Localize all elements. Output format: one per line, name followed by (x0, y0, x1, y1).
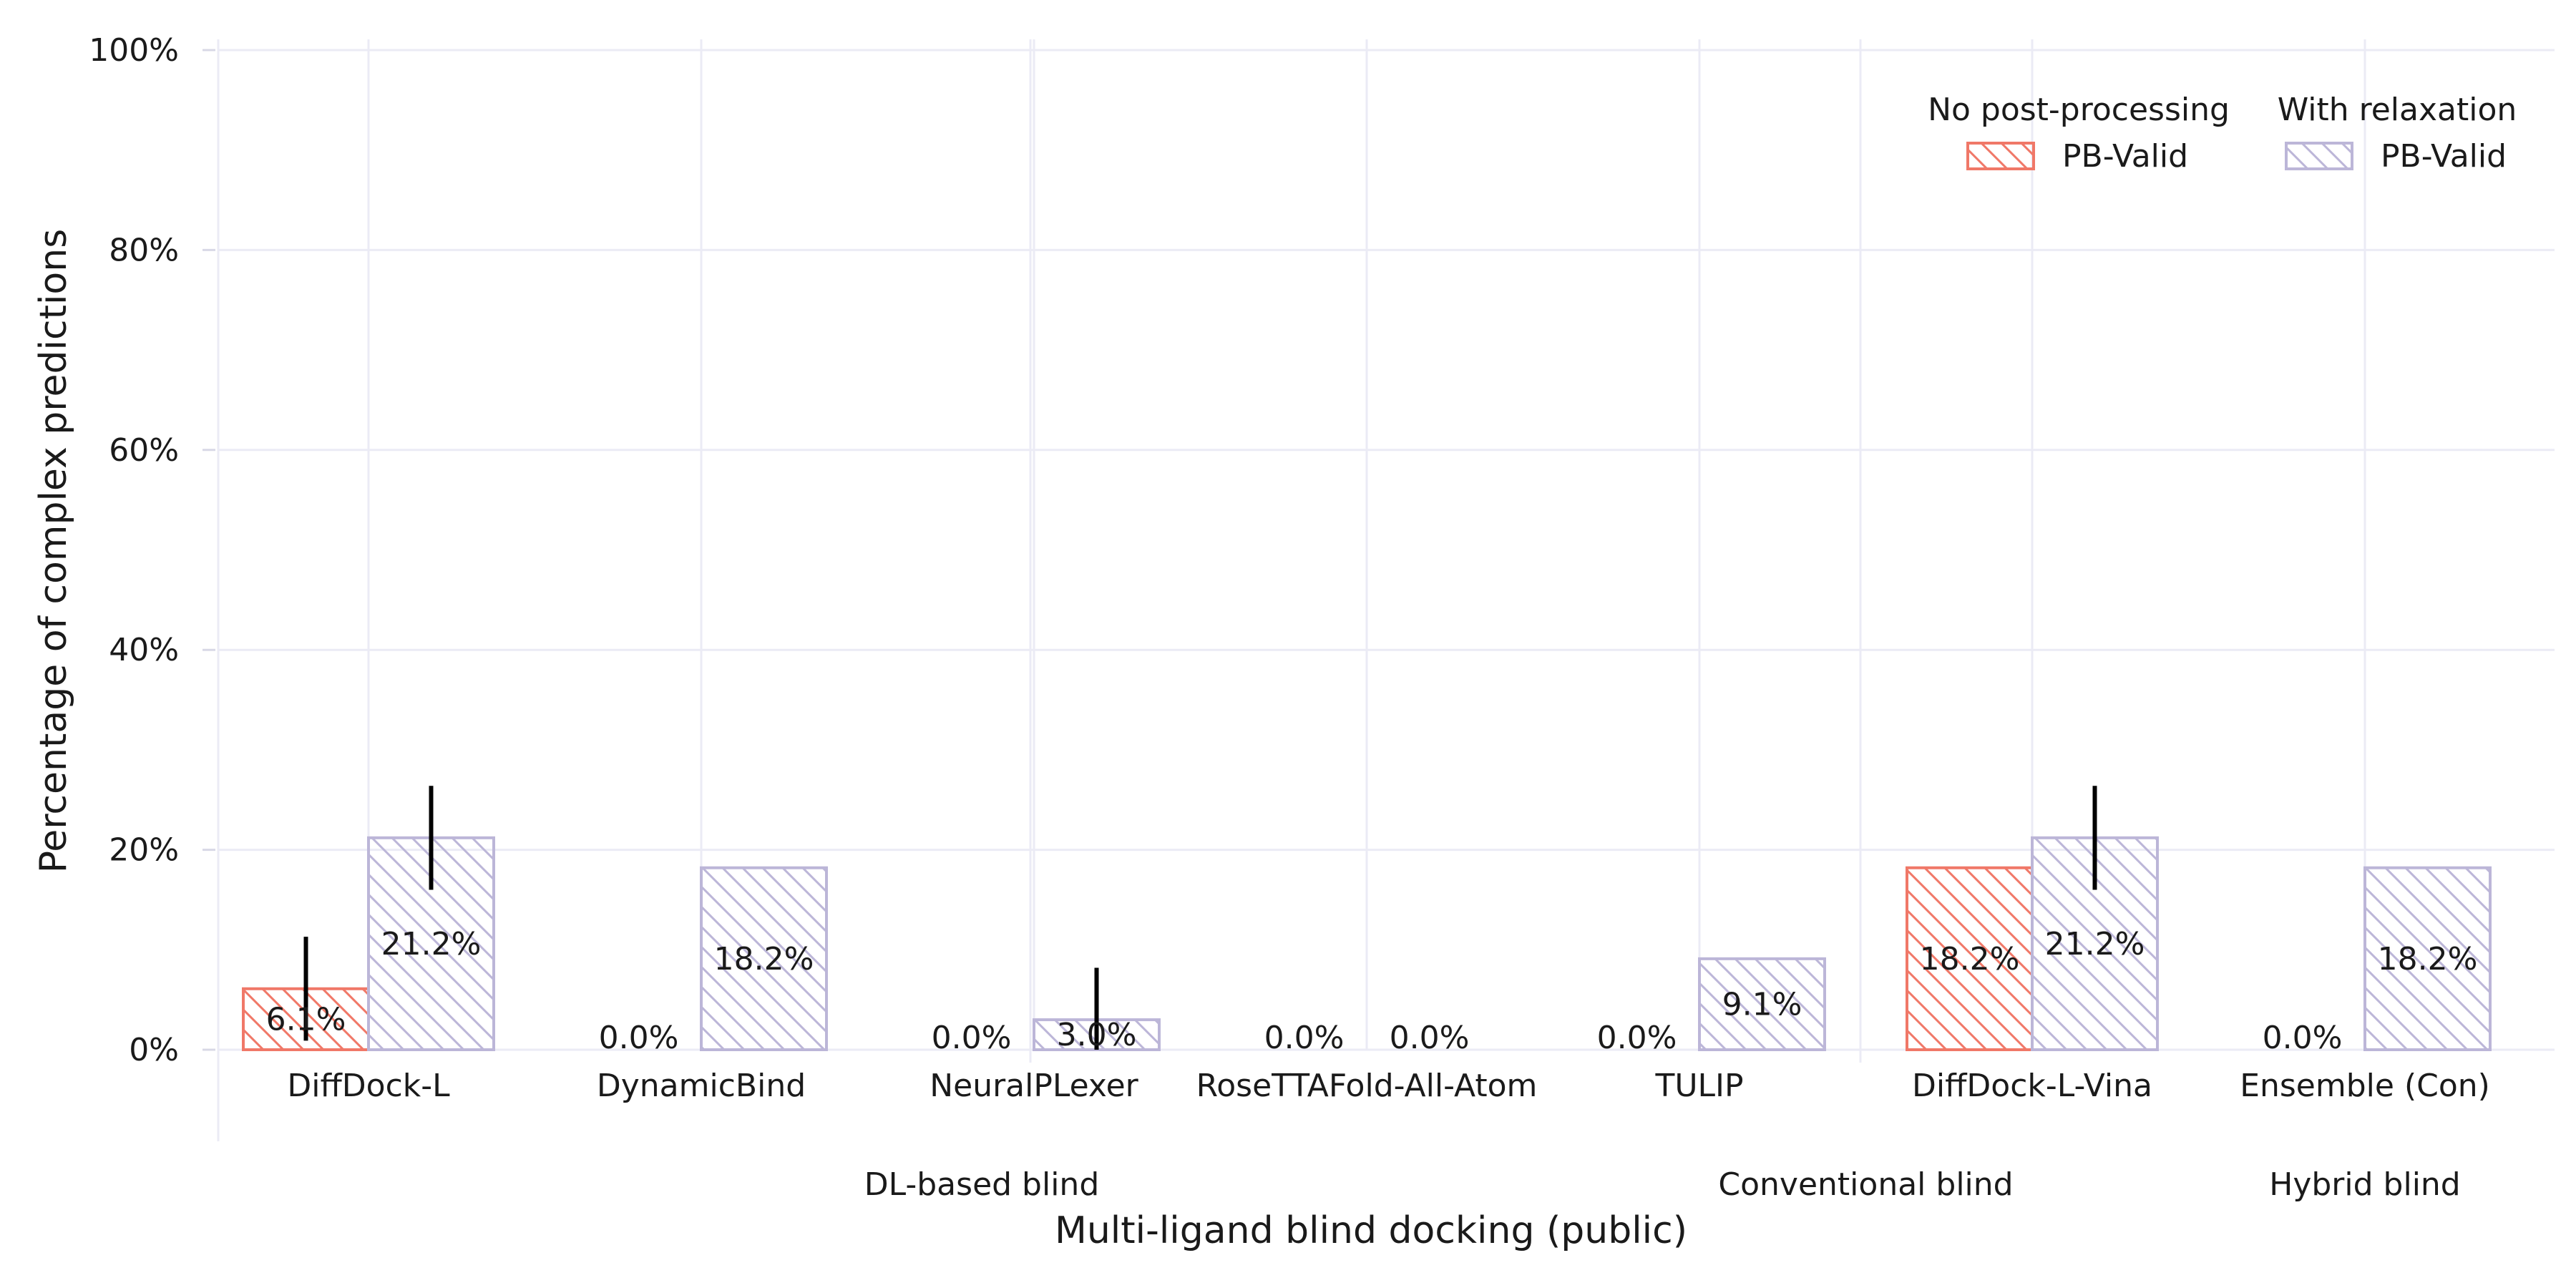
error-bars (303, 786, 2097, 1050)
x-tick-label: DiffDock-L-Vina (1912, 1068, 2152, 1104)
bar (1698, 957, 1826, 1052)
legend-label: PB-Valid (2381, 138, 2507, 175)
bar-value-label: 0.0% (1264, 1020, 1345, 1056)
group-label: DL-based blind (864, 1166, 1100, 1203)
legend-title: No post-processing (1928, 92, 2230, 128)
legend: No post-processing PB-Valid With relaxatio… (1928, 92, 2517, 175)
y-tick-label: 40% (109, 632, 179, 668)
y-tick-label: 20% (109, 832, 179, 869)
bar-value-label: 9.1% (1722, 986, 1802, 1023)
x-tick-label: Ensemble (Con) (2240, 1068, 2490, 1104)
y-axis-title: Percentage of complex predictions (32, 229, 75, 874)
legend-key (1966, 142, 2035, 170)
y-tick-label: 0% (129, 1032, 179, 1068)
x-tick-label: TULIP (1654, 1068, 1743, 1104)
bar-value-label: 18.2% (714, 941, 814, 977)
group-label: Conventional blind (1718, 1166, 2013, 1203)
x-tick-label: RoseTTAFold-All-Atom (1196, 1068, 1538, 1104)
bar-value-label: 0.0% (1390, 1020, 1470, 1056)
legend-label: PB-Valid (2062, 138, 2188, 175)
bar-value-label: 21.2% (2045, 926, 2145, 962)
bar (1906, 866, 2034, 1051)
bar-value-label: 21.2% (381, 926, 482, 962)
bar-value-labels: 6.1% 0.0% 0.0% 0.0% 0.0% 18.2% 0.0% 21.2% 18.2% 3… (266, 926, 2478, 1056)
bar (2363, 866, 2492, 1051)
y-tick-label: 60% (109, 432, 179, 469)
x-tick-label: DiffDock-L (287, 1068, 450, 1104)
x-tick-label: DynamicBind (597, 1068, 806, 1104)
bar (700, 866, 828, 1051)
legend-key (2285, 142, 2353, 170)
bar-value-label: 18.2% (1920, 941, 2020, 977)
x-axis-title: Multi-ligand blind docking (public) (1055, 1209, 1687, 1252)
legend-title: With relaxation (2278, 92, 2517, 128)
bar-value-label: 0.0% (599, 1020, 679, 1056)
y-tick-label: 100% (89, 32, 179, 69)
bar-value-label: 0.0% (932, 1020, 1012, 1056)
axes: 0% 20% 40% 60% 80% 100% DiffDock-L DynamicBind N… (89, 32, 2555, 1203)
group-label: Hybrid blind (2269, 1166, 2460, 1203)
bar-value-label: 3.0% (1057, 1017, 1137, 1053)
bar-value-label: 0.0% (2263, 1020, 2343, 1056)
bar-value-label: 6.1% (266, 1001, 346, 1038)
y-tick-label: 80% (109, 232, 179, 268)
x-tick-label: NeuralPLexer (930, 1068, 1138, 1104)
grid (218, 39, 2555, 1063)
bar-value-label: 18.2% (2378, 941, 2478, 977)
bar-value-label: 0.0% (1597, 1020, 1677, 1056)
